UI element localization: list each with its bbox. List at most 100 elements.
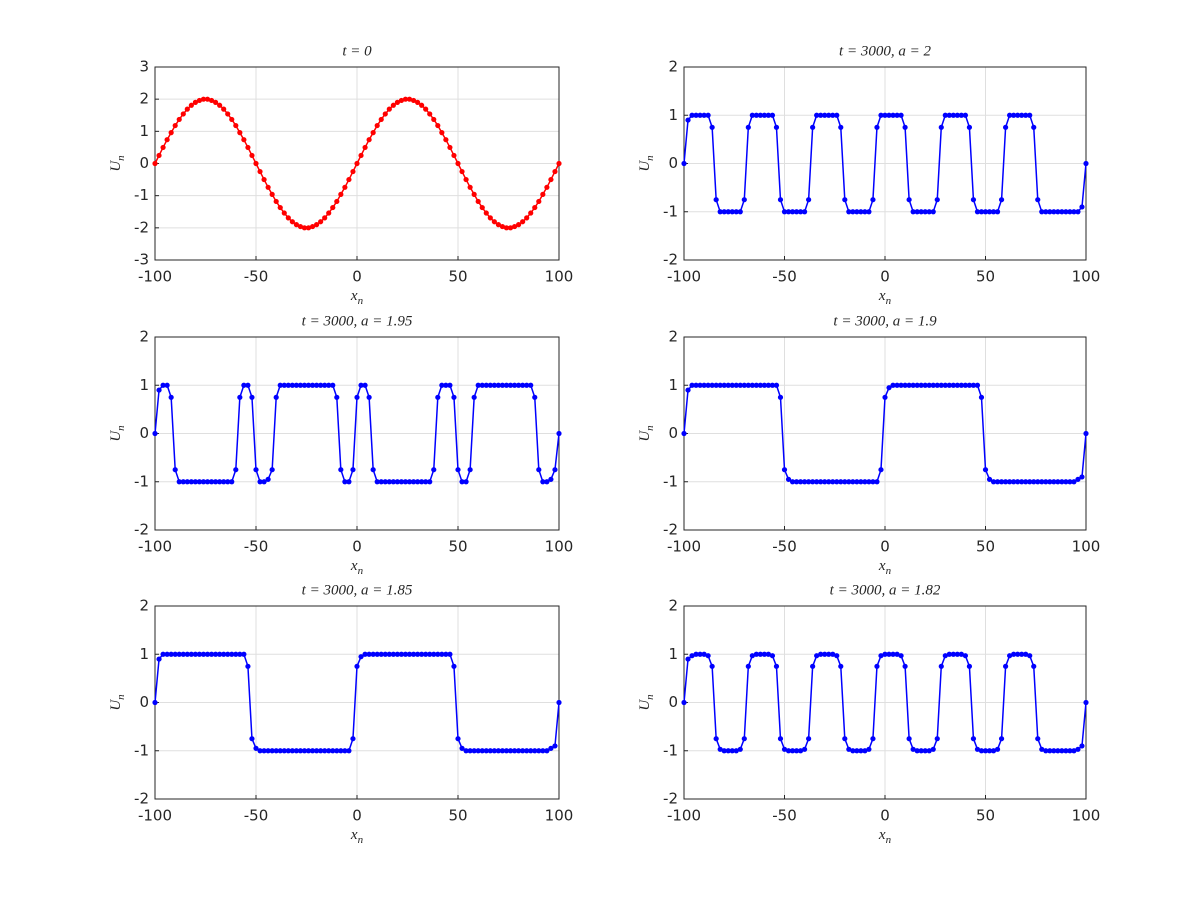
- data-point: [346, 479, 352, 485]
- data-point: [1027, 653, 1033, 659]
- data-point: [689, 382, 695, 388]
- data-point: [277, 382, 283, 388]
- data-point: [378, 479, 384, 485]
- data-point: [846, 479, 852, 485]
- data-point: [431, 467, 437, 473]
- data-point: [725, 382, 731, 388]
- data-point: [693, 651, 699, 657]
- x-tick-label: -100: [138, 807, 172, 825]
- data-point: [225, 479, 231, 485]
- data-point: [390, 651, 396, 657]
- data-point: [898, 112, 904, 118]
- x-tick-label: 0: [880, 807, 890, 825]
- data-point: [394, 99, 400, 105]
- data-point: [858, 479, 864, 485]
- data-point: [1015, 651, 1021, 657]
- data-point: [309, 223, 316, 230]
- data-point: [757, 382, 763, 388]
- data-point: [410, 651, 417, 657]
- y-tick-label: 2: [139, 328, 149, 346]
- data-point: [233, 651, 239, 657]
- data-point: [301, 382, 308, 388]
- data-point: [172, 122, 178, 129]
- data-point: [834, 653, 840, 659]
- data-point: [483, 748, 489, 754]
- data-point: [152, 160, 158, 167]
- data-point: [866, 479, 872, 485]
- y-tick-label: -2: [134, 521, 149, 539]
- data-point: [753, 112, 759, 118]
- data-point: [942, 382, 948, 388]
- data-point: [314, 382, 320, 388]
- x-axis-label-main: x: [350, 288, 358, 304]
- data-point: [717, 209, 723, 215]
- data-point: [737, 746, 743, 752]
- data-point: [386, 651, 392, 657]
- x-tick-label: -100: [667, 538, 701, 556]
- data-point: [297, 223, 304, 230]
- data-point: [552, 168, 558, 175]
- data-point: [1071, 479, 1077, 485]
- data-point: [802, 209, 808, 215]
- data-point: [1055, 209, 1061, 215]
- data-point: [970, 382, 977, 388]
- data-point: [954, 112, 960, 118]
- data-point: [733, 748, 739, 754]
- data-point: [777, 736, 784, 742]
- data-point: [906, 197, 912, 203]
- data-point: [261, 176, 267, 183]
- data-point: [966, 382, 973, 388]
- x-axis-label: xn: [350, 288, 364, 306]
- data-point: [362, 144, 368, 151]
- data-point: [358, 152, 364, 159]
- data-point: [942, 653, 948, 659]
- data-point: [520, 748, 526, 754]
- data-point: [265, 184, 271, 190]
- data-point: [842, 479, 848, 485]
- data-point: [257, 748, 263, 754]
- data-point: [689, 653, 695, 659]
- x-axis-label: xn: [878, 288, 892, 306]
- y-tick-label: 1: [668, 106, 678, 124]
- data-point: [427, 479, 433, 485]
- data-point: [990, 748, 997, 754]
- data-point: [386, 106, 392, 112]
- data-point: [406, 651, 413, 657]
- data-point: [233, 122, 239, 129]
- data-point: [697, 112, 703, 118]
- data-point: [1079, 204, 1085, 210]
- data-point: [797, 479, 804, 485]
- y-axis-label: Un: [108, 425, 126, 442]
- data-point: [1007, 653, 1013, 659]
- data-point: [342, 748, 348, 754]
- data-point: [318, 382, 324, 388]
- data-point: [681, 160, 687, 167]
- data-point: [713, 197, 719, 203]
- data-point: [309, 748, 316, 754]
- data-point: [701, 382, 707, 388]
- data-point: [950, 382, 956, 388]
- data-point: [842, 736, 848, 742]
- data-point: [483, 382, 489, 388]
- data-point: [293, 222, 299, 228]
- data-point: [1059, 748, 1065, 754]
- data-point: [398, 97, 405, 104]
- data-point: [196, 97, 203, 104]
- data-point: [1039, 479, 1045, 485]
- data-point: [354, 394, 360, 400]
- data-point: [503, 225, 510, 231]
- y-tick-label: -2: [663, 251, 678, 269]
- data-point: [954, 382, 960, 388]
- data-point: [475, 748, 481, 754]
- data-point: [410, 479, 417, 485]
- data-point: [524, 215, 530, 221]
- data-point: [769, 653, 776, 659]
- data-point: [188, 651, 194, 657]
- data-point: [1051, 209, 1057, 215]
- data-point: [914, 209, 920, 215]
- data-point: [293, 382, 299, 388]
- data-point: [1067, 479, 1073, 485]
- data-point: [176, 116, 182, 123]
- data-point: [273, 748, 279, 754]
- data-point: [382, 651, 388, 657]
